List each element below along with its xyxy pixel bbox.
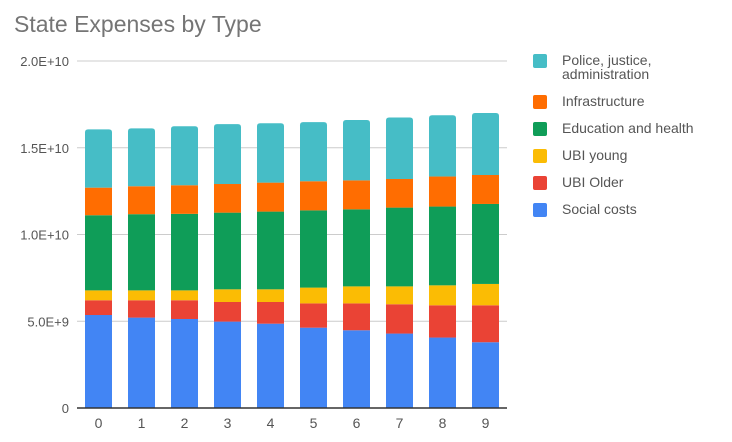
x-tick-label: 8 [439,415,447,431]
legend-item[interactable]: Infrastructure [533,93,728,109]
chart-title: State Expenses by Type [14,11,262,37]
bar-segment-police-justice-administration-6[interactable] [343,119,370,181]
bar-segment-ubi-older-4[interactable] [257,301,284,324]
bar-segment-ubi-young-7[interactable] [386,286,413,305]
y-tick-label: 1.0E+10 [20,228,69,243]
bar-segment-police-justice-administration-3[interactable] [214,124,241,185]
x-tick-label: 5 [310,415,318,431]
legend-item[interactable]: UBI Older [533,174,728,190]
legend-label: UBI young [562,147,628,163]
bar-segment-social-costs-1[interactable] [128,317,155,408]
y-tick-label: 2.0E+10 [20,54,69,69]
x-tick-label: 9 [482,415,490,431]
bar-segment-social-costs-5[interactable] [300,327,327,408]
bar-segment-education-and-health-0[interactable] [85,215,112,291]
x-tick-label: 4 [267,415,275,431]
bar-segment-social-costs-0[interactable] [85,315,112,408]
bar-segment-ubi-young-3[interactable] [214,289,241,302]
legend-swatch [533,95,547,109]
legend-label: Police, justice, administration [562,52,652,82]
legend-item[interactable]: Police, justice, administration [533,53,728,81]
legend-item[interactable]: UBI young [533,147,728,163]
bar-segment-ubi-young-6[interactable] [343,286,370,304]
bar-segment-education-and-health-8[interactable] [429,206,456,286]
bar-segment-ubi-young-9[interactable] [472,283,499,306]
bar-segment-police-justice-administration-9[interactable] [472,113,499,175]
bar-segment-police-justice-administration-1[interactable] [128,128,155,187]
bar-segment-education-and-health-3[interactable] [214,212,241,290]
bar-segment-social-costs-4[interactable] [257,323,284,408]
legend-label: Infrastructure [562,93,645,109]
x-tick-label: 0 [95,415,103,431]
bar-segment-ubi-older-6[interactable] [343,303,370,331]
bar-segment-police-justice-administration-8[interactable] [429,115,456,177]
bar-segment-infrastructure-5[interactable] [300,181,327,211]
bar-segment-ubi-older-1[interactable] [128,300,155,318]
bar-segment-ubi-young-2[interactable] [171,290,198,301]
bar-segment-infrastructure-0[interactable] [85,187,112,216]
bar-segment-ubi-older-9[interactable] [472,305,499,343]
bar-segment-education-and-health-2[interactable] [171,213,198,291]
bar-segment-education-and-health-4[interactable] [257,211,284,290]
legend-label: Social costs [562,201,637,217]
y-tick-label: 5.0E+9 [27,314,69,329]
bar-segment-ubi-young-4[interactable] [257,289,284,302]
x-tick-label: 2 [181,415,189,431]
bar-segment-social-costs-7[interactable] [386,333,413,408]
bar-segment-police-justice-administration-0[interactable] [85,129,112,188]
bar-segment-infrastructure-9[interactable] [472,174,499,204]
y-tick-label: 1.5E+10 [20,141,69,156]
y-tick-label: 0 [62,401,69,416]
legend-label: Education and health [562,120,694,136]
bar-segment-police-justice-administration-2[interactable] [171,126,198,186]
bar-segment-education-and-health-9[interactable] [472,203,499,284]
bar-segment-education-and-health-6[interactable] [343,209,370,287]
bar-segment-social-costs-2[interactable] [171,318,198,408]
legend-swatch [533,122,547,136]
bar-segment-infrastructure-7[interactable] [386,178,413,208]
legend-item[interactable]: Education and health [533,120,728,136]
bar-segment-police-justice-administration-5[interactable] [300,122,327,182]
legend-swatch [533,149,547,163]
bar-segment-ubi-older-0[interactable] [85,300,112,316]
bar-segment-infrastructure-4[interactable] [257,182,284,212]
bar-segment-ubi-older-3[interactable] [214,301,241,322]
axes: 0 5.0E+9 1.0E+10 1.5E+10 2.0E+10 0 1 2 3 4 5 6 7 8 9 [20,54,507,431]
x-tick-label: 7 [396,415,404,431]
x-tick-label: 1 [138,415,146,431]
x-tick-label: 6 [353,415,361,431]
bar-segment-ubi-older-8[interactable] [429,305,456,338]
bar-segment-social-costs-3[interactable] [214,321,241,408]
bar-segment-ubi-older-7[interactable] [386,304,413,334]
bar-segment-education-and-health-5[interactable] [300,210,327,288]
legend: Police, justice, administration Infrastru… [533,53,728,229]
bar-segment-ubi-young-8[interactable] [429,285,456,306]
bar-segment-education-and-health-7[interactable] [386,207,413,287]
bar-segment-education-and-health-1[interactable] [128,214,155,291]
bar-segment-social-costs-6[interactable] [343,330,370,408]
legend-swatch [533,176,547,190]
bar-segment-infrastructure-1[interactable] [128,186,155,215]
legend-label: UBI Older [562,174,624,190]
bar-segment-ubi-older-5[interactable] [300,303,327,328]
bar-segment-infrastructure-2[interactable] [171,185,198,214]
x-tick-label: 3 [224,415,232,431]
bar-segment-ubi-young-0[interactable] [85,290,112,301]
bar-segment-ubi-older-2[interactable] [171,300,198,319]
bar-segment-infrastructure-6[interactable] [343,180,370,210]
bar-segment-police-justice-administration-4[interactable] [257,123,284,183]
bar-segment-infrastructure-8[interactable] [429,176,456,207]
bar-segment-police-justice-administration-7[interactable] [386,117,413,179]
legend-swatch [533,203,547,217]
legend-item[interactable]: Social costs [533,201,728,217]
bar-segment-social-costs-8[interactable] [429,337,456,408]
bar-segment-ubi-young-1[interactable] [128,290,155,301]
bar-segment-social-costs-9[interactable] [472,342,499,408]
legend-swatch [533,54,547,68]
bar-segment-infrastructure-3[interactable] [214,184,241,213]
bar-segment-ubi-young-5[interactable] [300,287,327,304]
bars [85,113,499,408]
